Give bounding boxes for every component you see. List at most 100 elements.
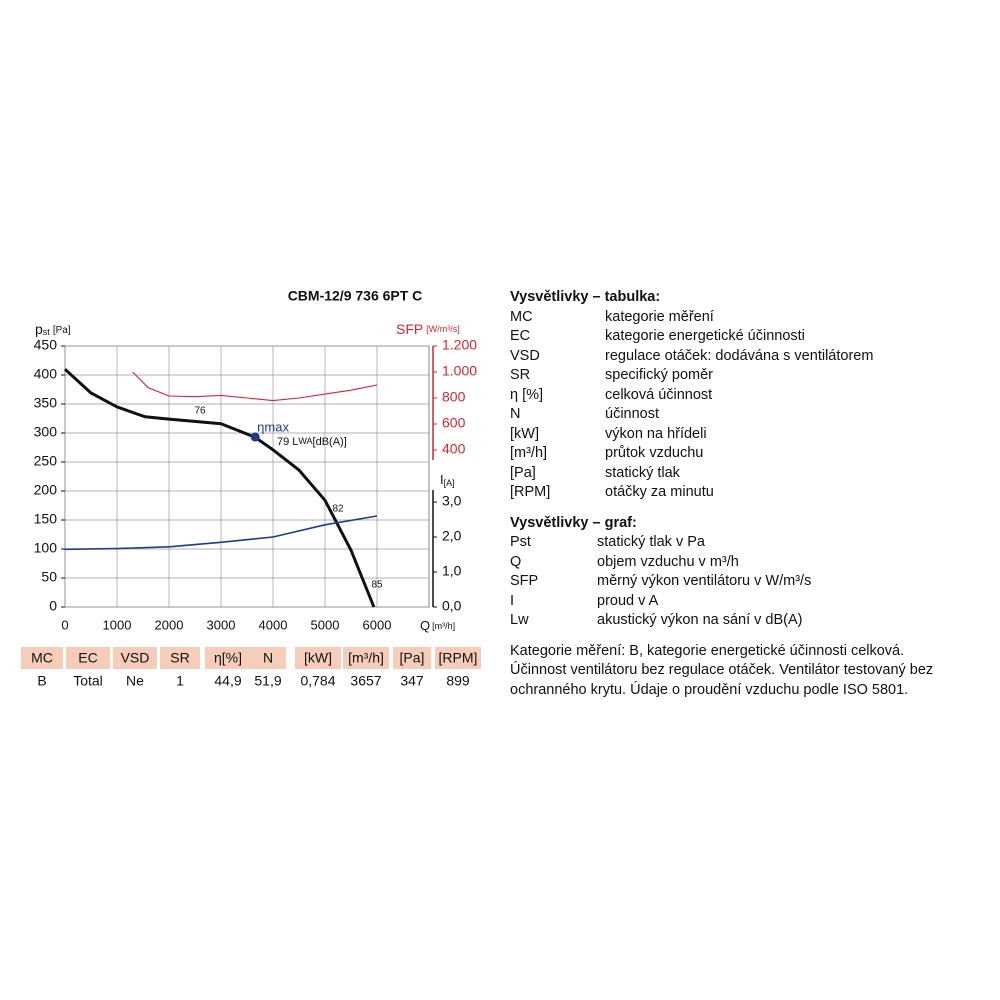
table-cell: 1 bbox=[176, 673, 184, 689]
table-header-cell bbox=[250, 647, 286, 669]
table-header-text: [RPM] bbox=[439, 650, 478, 666]
table-cell: 899 bbox=[446, 673, 470, 689]
lw-symbol: L bbox=[292, 436, 298, 448]
lw-sub: WA bbox=[298, 436, 312, 446]
lw-label: 79 LWA[dB(A)] bbox=[277, 436, 347, 448]
y-tick-label: 250 bbox=[34, 453, 58, 469]
y3-label-unit: [A] bbox=[444, 478, 455, 488]
y-label-unit: [Pa] bbox=[53, 325, 71, 336]
table-header-cell bbox=[66, 647, 110, 669]
x-tick-label: 1000 bbox=[103, 617, 132, 632]
y3-tick-label: 0,0 bbox=[442, 598, 462, 614]
chart: CBM-12/9 736 6PT C pst [Pa] SFP [W/m³/s] I… bbox=[21, 288, 481, 689]
legend-row: Pst statický tlak v Pa bbox=[510, 533, 990, 553]
legend-desc: otáčky za minutu bbox=[605, 484, 714, 500]
table-cell: 51,9 bbox=[254, 673, 281, 689]
table-header-text: N bbox=[263, 650, 273, 666]
legend-key: EC bbox=[510, 328, 531, 344]
x-tick-label: 6000 bbox=[363, 617, 392, 632]
y2-label-unit: [W/m³/s] bbox=[426, 324, 460, 334]
table-header-cell bbox=[21, 647, 63, 669]
table-header-text: [Pa] bbox=[400, 650, 425, 666]
legend-desc: účinnost bbox=[605, 406, 660, 422]
y-tick-label: 200 bbox=[34, 482, 58, 498]
y2-axis-label: SFP [W/m³/s] bbox=[396, 321, 460, 337]
y-tick-label: 400 bbox=[34, 366, 58, 382]
legend-desc: akustický výkon na sání v dB(A) bbox=[597, 612, 803, 628]
series-line bbox=[63, 368, 376, 608]
notes: Kategorie měření: B, kategorie energetic… bbox=[510, 642, 990, 701]
legend-key: Lw bbox=[510, 612, 529, 628]
legend-desc: průtok vzduchu bbox=[605, 445, 704, 461]
x-tick-label: 4000 bbox=[259, 617, 288, 632]
sound-annotation: 76 bbox=[194, 406, 206, 417]
table-header-text: MC bbox=[31, 650, 53, 666]
legend-row: SFP měrný výkon ventilátoru v W/m³/s bbox=[510, 572, 990, 592]
table-header-cell bbox=[160, 647, 200, 669]
y3-axis-label: I[A] bbox=[440, 472, 455, 488]
legend-row: [Pa] statický tlak bbox=[510, 464, 990, 484]
legend-key: [kW] bbox=[510, 425, 539, 442]
x-label-unit: [m³/h] bbox=[432, 621, 455, 631]
sound-annotation: 85 bbox=[371, 580, 383, 591]
legend-desc: statický tlak bbox=[605, 464, 680, 481]
y-label-sub: st bbox=[43, 327, 51, 337]
x-tick-label: 2000 bbox=[155, 617, 184, 632]
legend-row: Lw akustický výkon na sání v dB(A) bbox=[510, 611, 990, 631]
series-line bbox=[64, 515, 378, 551]
table-header-cell bbox=[393, 647, 431, 669]
legend-desc: proud v A bbox=[597, 592, 659, 609]
legend-key: [m³/h] bbox=[510, 445, 548, 461]
table-cell: 3657 bbox=[350, 673, 381, 689]
note-line: Kategorie měření: B, kategorie energetic… bbox=[510, 642, 905, 659]
legend-key: VSD bbox=[510, 347, 540, 364]
table-cell: 44,9 bbox=[214, 673, 241, 689]
series-line bbox=[132, 371, 378, 402]
table-header-cell bbox=[343, 647, 389, 669]
lw-value: 79 bbox=[277, 436, 289, 448]
note-line: Účinnost ventilátoru bez regulace otáček… bbox=[510, 662, 934, 678]
legend-graph-title: Vysvětlivky – graf: bbox=[510, 514, 637, 531]
legend-desc: kategorie energetické účinnosti bbox=[605, 328, 805, 344]
legend-desc: regulace otáček: dodávána s ventilátorem bbox=[605, 347, 874, 364]
legend-row: MC kategorie měření bbox=[510, 308, 990, 328]
lw-unit: [dB(A)] bbox=[313, 436, 347, 448]
x-tick-label: 3000 bbox=[207, 617, 236, 632]
note-line: ochranného krytu. Údaje o proudění vzduc… bbox=[510, 681, 909, 698]
legend-table-title: Vysvětlivky – tabulka: bbox=[510, 289, 661, 305]
sound-annotation: 82 bbox=[332, 504, 344, 515]
table-header-text: EC bbox=[78, 650, 97, 666]
legend-desc: specifický poměr bbox=[605, 367, 713, 383]
table-cell: 0,784 bbox=[300, 673, 335, 689]
y2-tick-label: 400 bbox=[442, 441, 466, 457]
legend-desc: celková účinnost bbox=[605, 386, 713, 403]
legend-key: SR bbox=[510, 367, 531, 383]
y-tick-label: 150 bbox=[34, 511, 58, 527]
legend-row: η [%] celková účinnost bbox=[510, 386, 990, 406]
table-header-cell bbox=[435, 647, 481, 669]
y3-tick-label: 3,0 bbox=[442, 493, 462, 509]
legend-desc: kategorie měření bbox=[605, 308, 714, 325]
y3-tick-label: 2,0 bbox=[442, 528, 462, 544]
table-header-text: η[%] bbox=[214, 650, 242, 666]
y-tick-label: 350 bbox=[34, 395, 58, 411]
table-cell: Total bbox=[73, 673, 103, 689]
table-header-text: SR bbox=[170, 650, 189, 666]
y-tick-label: 450 bbox=[34, 337, 58, 353]
y-tick-label: 0 bbox=[49, 598, 57, 614]
table-cell: 347 bbox=[400, 673, 424, 689]
legend-desc: měrný výkon ventilátoru v W/m³/s bbox=[597, 573, 812, 589]
y2-tick-label: 800 bbox=[442, 389, 466, 405]
legend-desc: výkon na hřídeli bbox=[605, 425, 707, 442]
x-axis-label: Q [m³/h] bbox=[420, 618, 455, 633]
legend-key: Q bbox=[510, 553, 522, 570]
legend-panel: Vysvětlivky – tabulka: MC kategorie měřen… bbox=[510, 288, 990, 700]
eta-max-label: ηmax bbox=[257, 419, 289, 434]
table-cell: Ne bbox=[126, 673, 144, 689]
eta-max-point bbox=[250, 432, 260, 442]
x-tick-label: 0 bbox=[61, 617, 68, 632]
